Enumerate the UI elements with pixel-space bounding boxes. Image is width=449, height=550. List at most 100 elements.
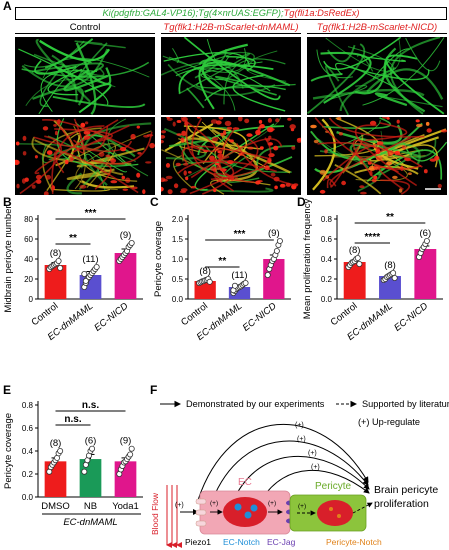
y-tick-label: 0 <box>29 295 34 304</box>
y-tick-label: 0.2 <box>321 275 333 284</box>
micrograph-row2-col2 <box>161 117 301 195</box>
micrograph-row2-col1 <box>15 117 155 195</box>
arc-notch-outcome <box>233 456 370 500</box>
genotype-header-red: Tg(fli1a:DsRedEx) <box>283 8 360 18</box>
data-point <box>391 275 398 282</box>
column-title-control: Control <box>15 22 155 34</box>
bar <box>114 461 137 497</box>
n-label: (6) <box>85 436 97 447</box>
n-label: (8) <box>199 266 211 277</box>
y-tick-label: 0.6 <box>321 235 333 244</box>
y-tick-label: 0.4 <box>321 255 333 264</box>
data-point <box>354 255 361 262</box>
arc-plus-3: (+) <box>308 450 317 457</box>
piezo1-channel <box>195 520 207 527</box>
y-tick-label: 60 <box>24 235 33 244</box>
outcome-label-line1: Brain pericyte <box>374 484 438 496</box>
panel-label-c: C <box>150 195 159 209</box>
legend-solid-label: Demonstrated by our experiments <box>186 399 325 409</box>
data-point <box>423 238 430 245</box>
significance-label: n.s. <box>64 414 81 425</box>
ec-label: EC <box>238 477 252 488</box>
data-point <box>242 280 249 287</box>
y-tick-label: 0.0 <box>321 295 333 304</box>
significance-label: ** <box>218 256 226 267</box>
category-label: EC-NICD <box>241 301 279 334</box>
arc-jag-outcome <box>261 470 370 500</box>
ec-plus-1: (+) <box>210 500 218 507</box>
y-tick-label: 0.8 <box>22 401 34 410</box>
pericyte-notch-dot <box>337 514 341 518</box>
significance-label: ** <box>69 233 77 244</box>
significance-label: *** <box>85 208 97 219</box>
blood-flow-label: Blood Flow <box>150 492 160 535</box>
n-label: (8) <box>384 260 396 271</box>
ec-notch-dot <box>250 504 258 512</box>
y-tick-label: 1.0 <box>172 255 184 264</box>
significance-label: ** <box>386 212 394 223</box>
pericyte-to-outcome-arrow <box>352 502 373 514</box>
category-label: NB <box>84 501 97 512</box>
category-label: EC-NICD <box>392 301 430 334</box>
data-point <box>390 270 397 277</box>
category-label: Yoda1 <box>112 501 139 512</box>
data-point <box>264 272 271 279</box>
piezo1-label: Piezo1 <box>185 537 211 547</box>
arc-plus-1: (+) <box>295 422 304 429</box>
n-label: (9) <box>120 230 132 241</box>
ec-plus-2: (+) <box>268 500 276 507</box>
category-label: Control <box>329 301 360 329</box>
y-tick-label: 0.0 <box>172 295 184 304</box>
y-tick-label: 0.2 <box>22 470 34 479</box>
y-tick-label: 0.4 <box>22 447 34 456</box>
flow-plus: (+) <box>175 502 184 509</box>
y-tick-label: 0.8 <box>321 215 333 224</box>
pericyte-notch-dot <box>329 507 333 511</box>
arc-piezo-outcome <box>211 440 369 502</box>
ec-notch-dot <box>244 511 252 519</box>
n-label: (9) <box>120 436 132 447</box>
y-tick-label: 2.0 <box>172 215 184 224</box>
data-point <box>276 238 283 245</box>
micrograph-row2-col3 <box>307 117 447 195</box>
data-point <box>127 451 134 458</box>
column-title-nicd: Tg(flk1:H2B-mScarlet-NICD) <box>307 22 447 34</box>
significance-label: n.s. <box>82 400 99 411</box>
arc-plus-4: (+) <box>311 464 320 471</box>
pericyte-plus: (+) <box>298 503 306 510</box>
n-label: (8) <box>50 248 62 259</box>
group-label: EC-dnMAML <box>63 517 117 528</box>
micrograph-row1-col2 <box>161 37 301 115</box>
mechanism-diagram: Demonstrated by our experiments Supporte… <box>150 399 449 548</box>
bar <box>343 262 366 299</box>
n-label: (8) <box>50 438 62 449</box>
y-axis-label: Pericyte coverage <box>153 221 164 297</box>
data-point <box>273 248 280 255</box>
chart-pericyte-coverage: 0.0 0.5 1.0 1.5 2.0 Pericyte coverage (8) Contr… <box>153 215 291 343</box>
pericyte-notch-label: Pericyte-Notch <box>326 537 382 547</box>
data-point <box>81 271 88 278</box>
legend-dashed-label: Supported by literature <box>362 399 449 409</box>
n-label: (11) <box>82 254 98 265</box>
column-title-dnmaml: Tg(flk1:H2B-mScarlet-dnMAML) <box>161 22 301 34</box>
genotype-header-green: Ki(pdgfrb:GAL4-VP16);Tg(4×nrUAS:EGFP); <box>102 8 284 18</box>
chart-pericyte-coverage-treatments: 0.0 0.2 0.4 0.6 0.8 Pericyte coverage (8) DMSO (… <box>3 400 143 528</box>
pericyte-nucleus <box>317 500 353 526</box>
data-point <box>356 261 363 268</box>
panel-label-e: E <box>3 383 12 397</box>
micrograph-row1-col1 <box>15 37 155 115</box>
outcome-label-line2: proliferation <box>374 498 429 510</box>
micrograph-row1-col3 <box>307 37 447 115</box>
data-point <box>82 278 89 285</box>
panel-label-f: F <box>150 383 158 397</box>
genotype-header: Ki(pdgfrb:GAL4-VP16);Tg(4×nrUAS:EGFP);Tg… <box>15 7 447 20</box>
arc-bloodflow-outcome <box>197 423 369 501</box>
data-point <box>206 278 213 285</box>
ec-notch-dot <box>234 503 242 511</box>
y-tick-label: 0.5 <box>172 275 184 284</box>
legend-up-label: (+) Up-regulate <box>358 417 420 427</box>
n-label: (6) <box>420 228 432 239</box>
piezo1-channel <box>195 498 207 505</box>
chart-mean-proliferation-frequency: 0.0 0.2 0.4 0.6 0.8 Mean proliferation freque… <box>302 199 443 343</box>
category-label: EC-NICD <box>92 301 130 334</box>
